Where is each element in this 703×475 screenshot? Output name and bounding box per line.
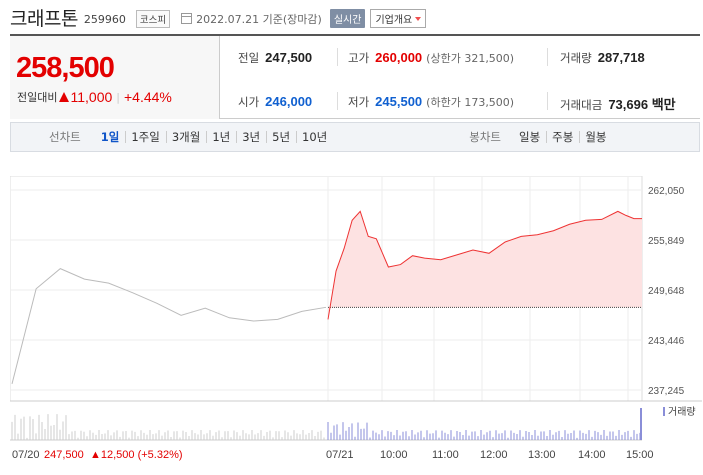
stat-value: 73,696 백만 [608,97,676,112]
x-tick-label: 13:00 [528,449,556,461]
stock-code: 259960 [83,12,126,26]
stat-amount: 거래대금 73,696 백만 [560,94,676,113]
change-percent: +4.44% [123,89,172,105]
tab-1y[interactable]: 1년 [206,129,236,145]
stat-label: 거래대금 [560,98,603,112]
separator: | [116,90,120,104]
price-summary: 258,500 전일대비 11,000 | +4.44% 전일 247,500 고… [10,34,700,119]
stat-value: 287,718 [597,50,645,65]
stat-label: 거래량 [560,51,592,65]
company-overview-label: 기업개요 [375,15,413,26]
candle-chart-title: 봉차트 [469,130,501,144]
price-chart: 262,050 255,849 249,648 243,446 237,245 거래량 … [9,175,702,475]
stat-volume: 거래량 287,718 [560,50,645,66]
x-tick-label: 10:00 [380,449,408,461]
x-tick-label: 15:00 [626,449,654,461]
volume-legend-label: 거래량 [668,406,696,418]
today-price-line [327,210,642,320]
stat-value: 245,500 [375,94,423,109]
x-tick-label: 12:00 [480,449,508,461]
divider [337,48,338,66]
x-tick-label: 07/21 [326,449,354,461]
stat-sub: (상한가 321,500) [426,52,515,65]
x-tick-label: 14:00 [578,449,606,461]
stock-name: 크래프톤 [10,7,78,30]
up-arrow-icon [59,92,70,102]
chart-period-tabs: 선차트 1일 1주일 3개월 1년 3년 5년 10년 봉차트 일봉 주봉 월봉 [10,122,700,152]
stat-label: 전일 [238,51,260,65]
tab-3m[interactable]: 3개월 [165,129,206,145]
calendar-icon [181,13,193,24]
stat-value: 247,500 [265,50,313,65]
divider [547,92,548,110]
tab-3y[interactable]: 3년 [236,129,266,145]
tab-1d[interactable]: 1일 [100,130,120,144]
tab-5y[interactable]: 5년 [266,129,296,145]
stock-header: 크래프톤 259960 코스피 2022.07.21 기준(장마감) 실시간 기… [10,4,700,30]
tab-daily-candle[interactable]: 일봉 [519,130,541,144]
stat-sub: (하한가 173,500) [426,96,515,109]
y-tick-label: 237,245 [648,386,685,397]
change-line: 전일대비 11,000 | +4.44% [17,89,172,105]
y-tick-label: 262,050 [648,186,685,197]
stat-low: 저가 245,500 (하한가 173,500) [348,94,514,110]
prev-day-price-line [11,268,327,385]
divider [547,48,548,66]
tab-1w[interactable]: 1주일 [125,129,165,145]
current-price: 258,500 [16,52,115,84]
prev-day-date: 07/20 [12,449,40,461]
today-price-area [328,211,642,320]
change-value: 11,000 [70,89,113,105]
prev-day-close: 247,500 [44,449,84,461]
company-overview-button[interactable]: 기업개요 [370,9,427,28]
y-tick-label: 249,648 [648,286,685,297]
market-badge: 코스피 [135,9,171,28]
volume-legend-swatch [663,407,665,416]
stat-value: 246,000 [265,94,313,109]
stat-prev-close: 전일 247,500 [238,50,312,66]
stat-high: 고가 260,000 (상한가 321,500) [348,50,514,66]
stat-label: 저가 [348,95,370,109]
stat-label: 시가 [238,95,260,109]
tab-10y[interactable]: 10년 [296,129,333,145]
current-price-panel: 258,500 전일대비 11,000 | +4.44% [10,36,220,119]
x-tick-label: 11:00 [432,449,459,461]
stat-label: 고가 [348,51,370,65]
divider [337,92,338,110]
y-tick-label: 243,446 [648,336,685,347]
tab-weekly-candle[interactable]: 주봉 [546,129,579,145]
caret-down-icon [415,16,422,21]
change-label: 전일대비 [17,91,58,104]
stat-value: 260,000 [375,50,423,65]
prev-day-change: ▲12,500 (+5.32%) [90,449,183,461]
stat-open: 시가 246,000 [238,94,312,110]
tab-monthly-candle[interactable]: 월봉 [579,129,612,145]
line-chart-title: 선차트 [49,130,81,144]
realtime-button[interactable]: 실시간 [329,9,366,28]
y-tick-label: 255,849 [648,236,685,247]
quote-date: 2022.07.21 기준(장마감) [196,12,322,26]
